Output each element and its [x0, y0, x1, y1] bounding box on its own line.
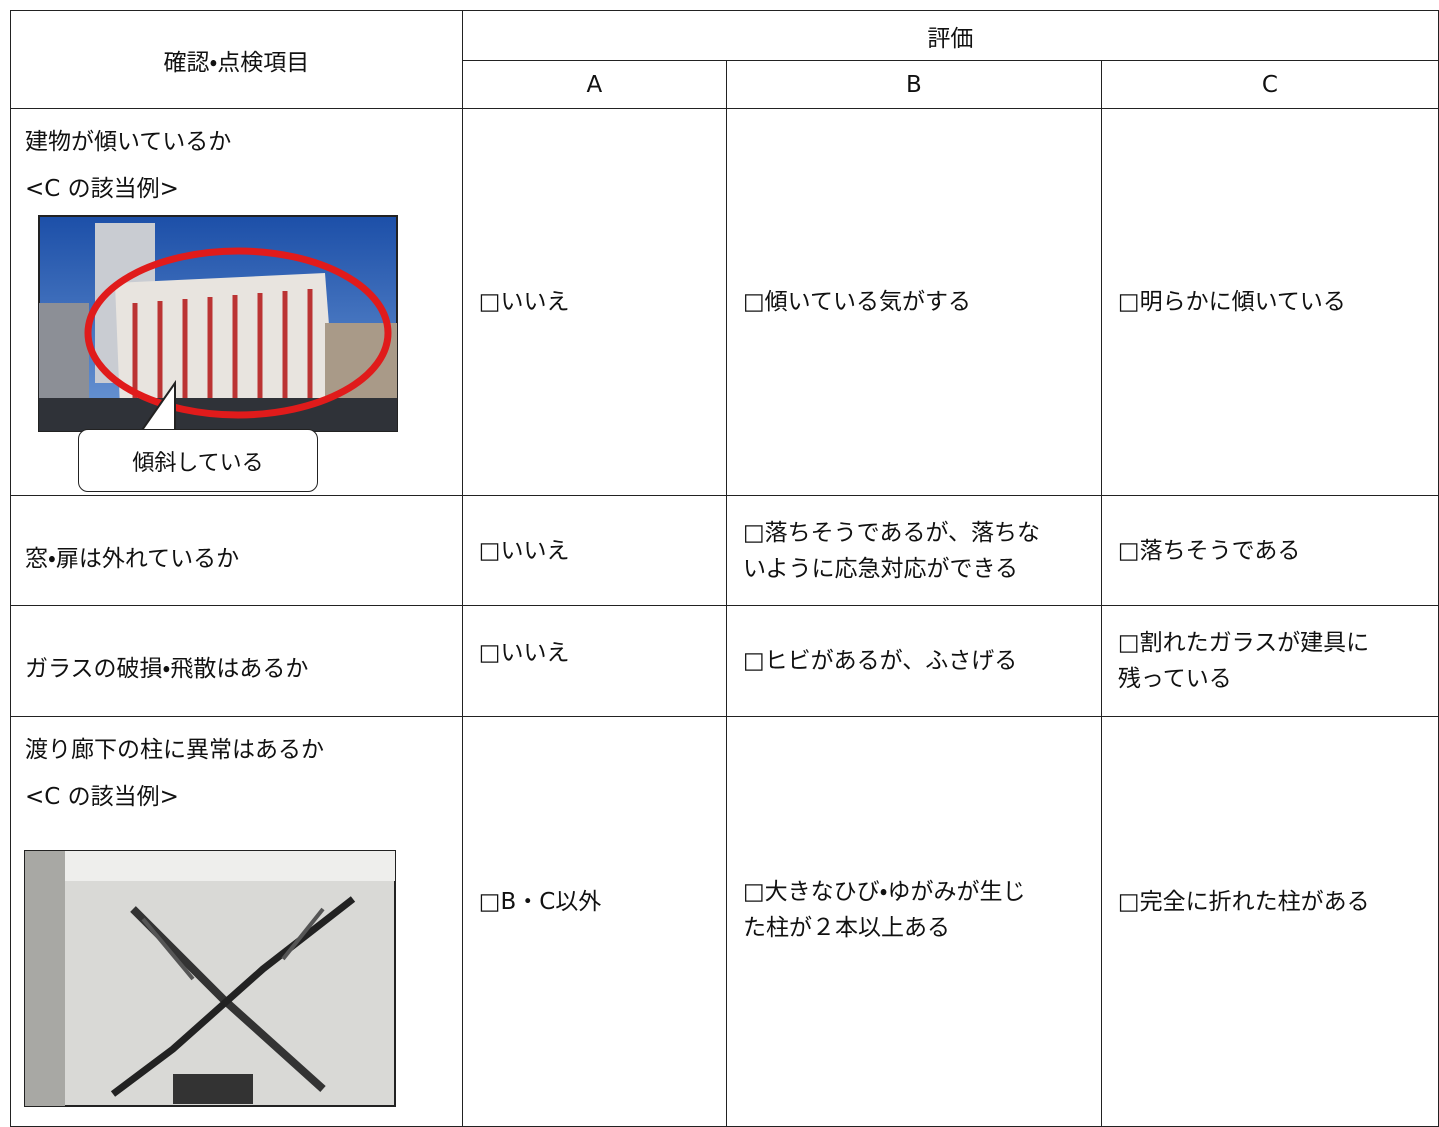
- grade-b: □大きなひび・ゆがみが生じ た柱が２本以上ある: [725, 716, 1102, 1127]
- text-line: □いいえ: [478, 537, 570, 564]
- text-line: □B・C以外: [478, 888, 602, 915]
- grade: C: [1100, 60, 1439, 109]
- item-cell: 建物が傾いているか <C の該当例>: [10, 108, 463, 496]
- cell-text: □大きなひび・ゆがみが生じ た柱が２本以上ある: [743, 874, 1085, 970]
- text-line: 建物が傾いているか: [25, 129, 232, 155]
- grade-c: □割れたガラスが建具に 残っている: [1100, 605, 1439, 717]
- cell-text: □いいえ: [479, 533, 710, 569]
- callout: 傾斜している: [78, 429, 318, 492]
- cell-text: 窓・扉は外れているか: [25, 525, 446, 577]
- text-line: □いいえ: [478, 640, 570, 666]
- text-line: □傾いている気がする: [742, 289, 971, 315]
- text-line: ガラスの破損・飛散はあるか: [25, 656, 309, 682]
- inspection-table: 確認・点検項目 評価 A B C 建物が傾いているか <C の該当例>: [10, 10, 1439, 1127]
- text-line: た柱が２本以上ある: [742, 914, 950, 941]
- grade-a: □いいえ: [461, 495, 727, 606]
- example-photo: [38, 215, 398, 434]
- item-cell: ガラスの破損・飛散はあるか: [10, 605, 463, 717]
- grade-a: □B・C以外: [461, 716, 727, 1127]
- cell-text: ガラスの破損・飛散はあるか: [25, 635, 446, 687]
- item-cell: 渡り廊下の柱に異常はあるか <C の該当例>: [10, 716, 463, 1127]
- text-line: □割れたガラスが建具に: [1117, 630, 1370, 656]
- grade-b: □落ちそうであるが、落ちな いように応急対応ができる: [725, 495, 1102, 606]
- text-line: いように応急対応ができる: [742, 555, 1019, 582]
- text-line: □ヒビがあるが、ふさげる: [742, 648, 1018, 674]
- cell-text: □ヒビがあるが、ふさげる: [743, 643, 1085, 679]
- text-line: □落ちそうである: [1117, 537, 1301, 564]
- example-photo: [24, 850, 396, 1107]
- cell-text: 建物が傾いているか <C の該当例>: [25, 119, 448, 213]
- item-cell: 窓・扉は外れているか: [10, 495, 463, 606]
- cell-text: □傾いている気がする: [743, 284, 1085, 320]
- text-line: □大きなひび・ゆがみが生じ: [742, 878, 1026, 905]
- cell-text: □いいえ: [479, 284, 710, 320]
- cell-text: 渡り廊下の柱に異常はあるか <C の該当例>: [25, 727, 448, 821]
- text-line: 残っている: [1117, 666, 1232, 692]
- grade: A: [461, 60, 727, 109]
- cell-text: □落ちそうである: [1118, 533, 1422, 569]
- text-line: □落ちそうであるが、落ちな: [742, 519, 1040, 546]
- cell-text: □明らかに傾いている: [1118, 284, 1422, 320]
- grade-a: □いいえ: [461, 605, 727, 717]
- text-line: <C の該当例>: [25, 176, 179, 202]
- grade-c: □明らかに傾いている: [1100, 108, 1439, 496]
- header-evaluation: 評価: [461, 10, 1439, 61]
- header-item: 確認・点検項目: [10, 10, 463, 109]
- text-line: □明らかに傾いている: [1117, 289, 1346, 315]
- text-line: 窓・扉は外れているか: [25, 545, 240, 572]
- grade-a: □いいえ: [461, 108, 727, 496]
- grade-b: □傾いている気がする: [725, 108, 1102, 496]
- cell-text: □割れたガラスが建具に 残っている: [1118, 625, 1422, 697]
- grade-c: □落ちそうである: [1100, 495, 1439, 606]
- grade: B: [725, 60, 1102, 109]
- text-line: 渡り廊下の柱に異常はあるか: [25, 737, 324, 763]
- text-line: □いいえ: [478, 289, 570, 315]
- cell-text: □B・C以外: [479, 884, 710, 960]
- text-line: □完全に折れた柱がある: [1117, 888, 1370, 915]
- text-line: <C の該当例>: [25, 784, 179, 810]
- cell-text: □いいえ: [479, 635, 710, 687]
- cell-text: □落ちそうであるが、落ちな いように応急対応ができる: [743, 515, 1085, 587]
- cell-text: □完全に折れた柱がある: [1118, 884, 1422, 960]
- grade-b: □ヒビがあるが、ふさげる: [725, 605, 1102, 717]
- grade-c: □完全に折れた柱がある: [1100, 716, 1439, 1127]
